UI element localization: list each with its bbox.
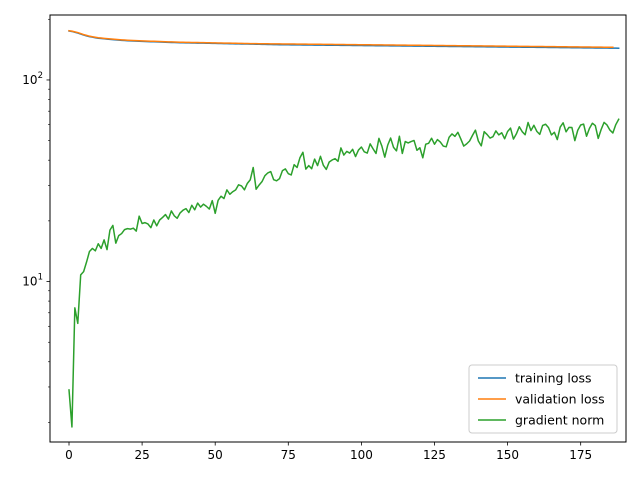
x-tick-label: 100 [350,448,373,462]
legend: training loss validation loss gradient nor… [468,364,618,434]
legend-box [468,364,618,434]
x-tick-label: 125 [423,448,446,462]
y-tick-label: 102 [22,71,43,87]
legend-label: training loss [515,371,592,386]
y-tick-label-exponent: 2 [38,71,43,81]
x-tick-label: 150 [496,448,519,462]
axes-frame [49,14,627,443]
x-tick-label: 0 [65,448,73,462]
y-tick-label: 101 [22,273,43,289]
x-tick-label: 75 [281,448,296,462]
x-tick-label: 25 [134,448,149,462]
x-tick-label: 50 [208,448,223,462]
y-tick-label-base: 10 [22,73,37,87]
x-axis: 0 25 50 75 100 125 150 175 [65,442,592,462]
y-tick-label-base: 10 [22,275,37,289]
series-line-gradient-norm [68,118,620,428]
x-tick-label: 175 [569,448,592,462]
series-layer [68,29,620,428]
legend-label: gradient norm [515,413,604,428]
series-line-validation-loss [68,29,614,49]
y-tick-label-exponent: 1 [38,273,43,283]
legend-label: validation loss [515,392,605,407]
